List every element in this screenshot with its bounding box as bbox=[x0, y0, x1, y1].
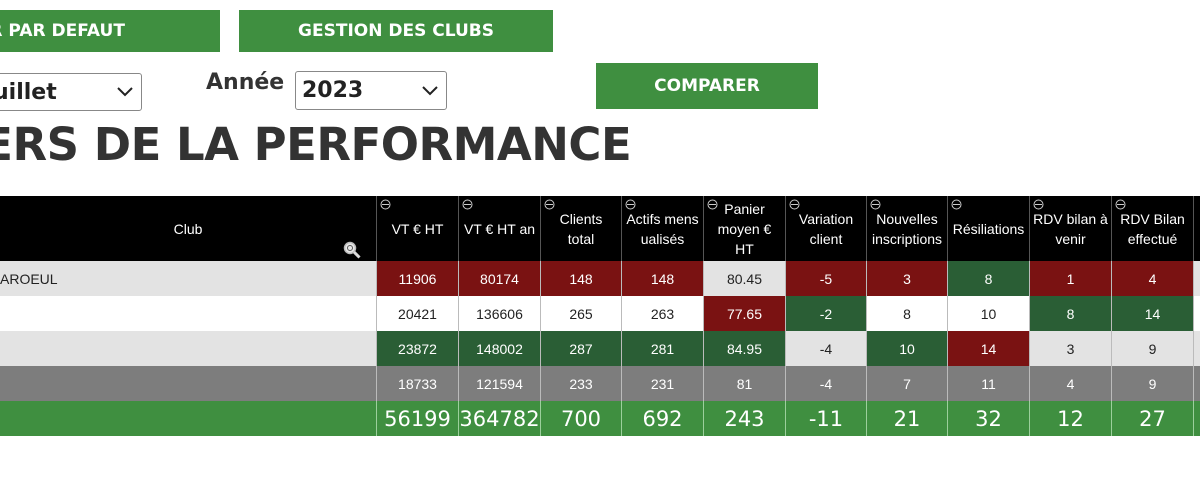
column-header-vt-ht[interactable]: VT € HT bbox=[377, 196, 459, 261]
table-cell bbox=[1194, 296, 1200, 331]
collapse-toggle-icon[interactable] bbox=[951, 199, 962, 210]
table-cell: 8 bbox=[948, 261, 1030, 296]
collapse-toggle-icon[interactable] bbox=[1033, 199, 1044, 210]
column-header-inscriptions[interactable]: Nouvelles inscriptions bbox=[867, 196, 948, 261]
manage-clubs-button-label: GESTION DES CLUBS bbox=[298, 21, 494, 41]
total-cell: 364782 bbox=[459, 401, 541, 436]
table-cell: 233 bbox=[541, 366, 622, 401]
year-select[interactable]: 2023 bbox=[295, 71, 447, 110]
table-cell: 281 bbox=[622, 331, 704, 366]
club-cell[interactable]: AROEUL bbox=[0, 261, 377, 296]
compare-button[interactable]: COMPARER bbox=[596, 63, 818, 109]
table-cell: 148 bbox=[541, 261, 622, 296]
total-cell bbox=[1194, 401, 1200, 436]
collapse-toggle-icon[interactable] bbox=[625, 199, 636, 210]
collapse-toggle-icon[interactable] bbox=[1115, 199, 1126, 210]
table-cell: 18733 bbox=[377, 366, 459, 401]
table-cell: 136606 bbox=[459, 296, 541, 331]
default-values-button-label: EUR PAR DEFAUT bbox=[0, 21, 125, 41]
total-cell: 56199 bbox=[377, 401, 459, 436]
table-cell: 1 bbox=[1030, 261, 1112, 296]
table-cell: 8 bbox=[1030, 296, 1112, 331]
column-header-actifs[interactable]: Actifs mensualisés bbox=[622, 196, 704, 261]
year-label: Année bbox=[206, 70, 285, 95]
club-cell[interactable] bbox=[0, 331, 377, 366]
table-cell: 84.95 bbox=[704, 331, 786, 366]
column-header-overflow bbox=[1194, 196, 1200, 261]
collapse-toggle-icon[interactable] bbox=[544, 199, 555, 210]
table-cell: 7 bbox=[867, 366, 948, 401]
total-cell: 243 bbox=[704, 401, 786, 436]
table-cell: 9 bbox=[1112, 331, 1194, 366]
table-cell: 20421 bbox=[377, 296, 459, 331]
collapse-toggle-icon[interactable] bbox=[462, 199, 473, 210]
table-cell: 8 bbox=[867, 296, 948, 331]
column-header-vt-ht-an[interactable]: VT € HT an bbox=[459, 196, 541, 261]
table-cell bbox=[1194, 366, 1200, 401]
column-header-panier[interactable]: Panier moyen € HT bbox=[704, 196, 786, 261]
table-cell bbox=[1194, 331, 1200, 366]
table-cell: 14 bbox=[1112, 296, 1194, 331]
total-cell: -11 bbox=[786, 401, 867, 436]
table-cell: 80174 bbox=[459, 261, 541, 296]
column-header-rdv-a-venir[interactable]: RDV bilan à venir bbox=[1030, 196, 1112, 261]
column-header-variation[interactable]: Variation client bbox=[786, 196, 867, 261]
table-cell: 4 bbox=[1112, 261, 1194, 296]
collapse-toggle-icon[interactable] bbox=[707, 199, 718, 210]
table-cell: 148002 bbox=[459, 331, 541, 366]
table-cell: -4 bbox=[786, 331, 867, 366]
total-cell: 21 bbox=[867, 401, 948, 436]
total-label-cell bbox=[0, 401, 377, 436]
table-cell: 11906 bbox=[377, 261, 459, 296]
table-cell: 148 bbox=[622, 261, 704, 296]
chevron-down-icon bbox=[422, 85, 438, 95]
collapse-toggle-icon[interactable] bbox=[380, 199, 391, 210]
column-header-clients-total[interactable]: Clients total bbox=[541, 196, 622, 261]
total-cell: 12 bbox=[1030, 401, 1112, 436]
total-cell: 27 bbox=[1112, 401, 1194, 436]
month-select-value: uillet bbox=[0, 79, 57, 105]
zoom-icon[interactable] bbox=[343, 241, 361, 259]
column-header-rdv-effectue[interactable]: RDV Bilan effectué bbox=[1112, 196, 1194, 261]
table-cell: 3 bbox=[867, 261, 948, 296]
table-cell: 14 bbox=[948, 331, 1030, 366]
month-select[interactable]: uillet bbox=[0, 73, 142, 111]
total-cell: 32 bbox=[948, 401, 1030, 436]
page-title: IERS DE LA PERFORMANCE bbox=[0, 118, 632, 171]
table-cell: 23872 bbox=[377, 331, 459, 366]
compare-button-label: COMPARER bbox=[654, 76, 760, 96]
total-cell: 700 bbox=[541, 401, 622, 436]
column-header-resiliations[interactable]: Résiliations bbox=[948, 196, 1030, 261]
table-cell: 77.65 bbox=[704, 296, 786, 331]
table-cell: 11 bbox=[948, 366, 1030, 401]
table-cell: 4 bbox=[1030, 366, 1112, 401]
column-header-club[interactable]: Club bbox=[0, 196, 377, 261]
manage-clubs-button[interactable]: GESTION DES CLUBS bbox=[239, 10, 553, 52]
table-cell: 10 bbox=[867, 331, 948, 366]
table-cell: 80.45 bbox=[704, 261, 786, 296]
table-cell bbox=[1194, 261, 1200, 296]
club-cell[interactable] bbox=[0, 366, 377, 401]
chevron-down-icon bbox=[117, 87, 133, 97]
collapse-toggle-icon[interactable] bbox=[789, 199, 800, 210]
table-cell: 9 bbox=[1112, 366, 1194, 401]
table-cell: 3 bbox=[1030, 331, 1112, 366]
collapse-toggle-icon[interactable] bbox=[870, 199, 881, 210]
table-cell: 265 bbox=[541, 296, 622, 331]
table-cell: 231 bbox=[622, 366, 704, 401]
total-cell: 692 bbox=[622, 401, 704, 436]
table-cell: -5 bbox=[786, 261, 867, 296]
default-values-button[interactable]: EUR PAR DEFAUT bbox=[0, 10, 220, 52]
table-cell: 287 bbox=[541, 331, 622, 366]
table-cell: 10 bbox=[948, 296, 1030, 331]
table-cell: 81 bbox=[704, 366, 786, 401]
table-cell: 121594 bbox=[459, 366, 541, 401]
table-cell: -2 bbox=[786, 296, 867, 331]
table-cell: -4 bbox=[786, 366, 867, 401]
club-cell[interactable] bbox=[0, 296, 377, 331]
table-cell: 263 bbox=[622, 296, 704, 331]
year-select-value: 2023 bbox=[302, 78, 364, 103]
